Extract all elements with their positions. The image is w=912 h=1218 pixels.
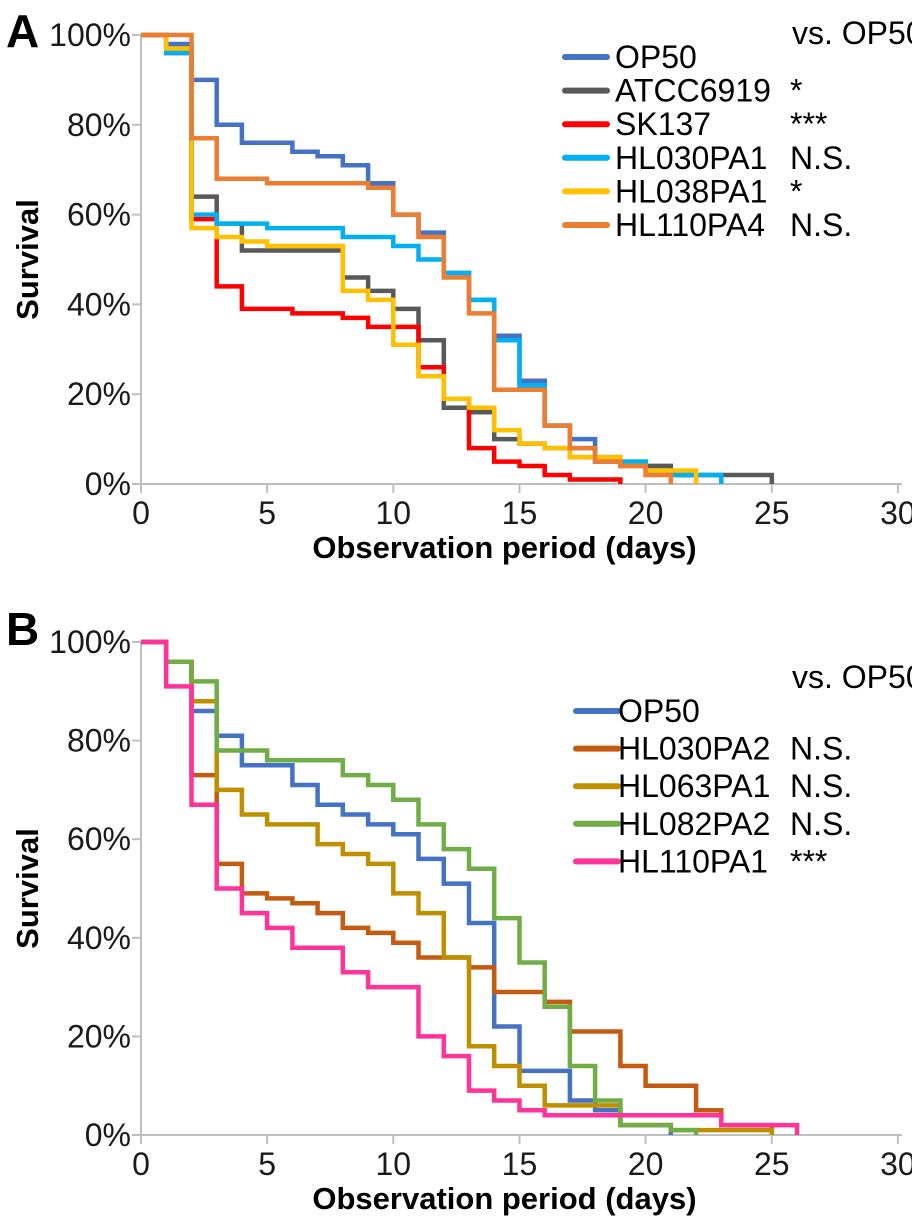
legend-significance-HL030PA2: N.S.	[790, 731, 852, 767]
legend-label-HL110PA4: HL110PA4	[615, 207, 765, 243]
legend-label-ATCC6919: ATCC6919	[615, 73, 771, 109]
legend-vs-header: vs. OP50	[792, 659, 912, 695]
legend-label-OP50: OP50	[618, 693, 700, 729]
legend-significance-HL063PA1: N.S.	[790, 768, 852, 804]
y-tick-label: 0%	[85, 466, 131, 502]
legend-label-SK137: SK137	[615, 106, 711, 142]
series-HL038PA1-curve	[141, 32, 699, 484]
x-tick-label: 30	[880, 495, 912, 531]
x-tick-label: 5	[258, 1146, 276, 1182]
x-axis-title: Observation period (days)	[312, 1181, 696, 1216]
x-axis-title: Observation period (days)	[312, 530, 696, 565]
legend-label-HL038PA1: HL038PA1	[615, 173, 767, 209]
legend-significance-HL038PA1: *	[790, 173, 802, 209]
y-tick-label: 80%	[67, 107, 131, 143]
x-tick-label: 0	[132, 1146, 150, 1182]
y-tick-label: 60%	[67, 821, 131, 857]
legend-significance-HL030PA1: N.S.	[790, 140, 852, 176]
legend-significance-SK137: ***	[790, 106, 827, 142]
legend-label-OP50: OP50	[615, 39, 697, 75]
panel-A: 0 5 10 15 20 25 30 0% 20% 40% 60% 80% 100% Observatio…	[10, 15, 912, 565]
legend-label-HL030PA1: HL030PA1	[615, 140, 767, 176]
legend-significance-HL110PA4: N.S.	[790, 207, 852, 243]
series-SK137-curve	[141, 32, 623, 484]
series-HL082PA2-curve	[141, 639, 699, 1135]
y-tick-label: 40%	[67, 920, 131, 956]
legend-significance-HL110PA1: ***	[790, 843, 827, 879]
y-tick-label: 20%	[67, 1018, 131, 1054]
y-tick-label: 20%	[67, 376, 131, 412]
x-tick-label: 15	[502, 1146, 538, 1182]
legend-significance-ATCC6919: *	[790, 73, 802, 109]
x-tick-label: 20	[628, 495, 664, 531]
legend-label-HL082PA2: HL082PA2	[618, 806, 770, 842]
y-tick-label: 100%	[49, 17, 131, 53]
panel-a-letter: A	[6, 5, 40, 57]
series-HL110PA1-curve	[141, 639, 800, 1135]
y-axis-title: Survival	[10, 199, 45, 320]
series-HL110PA4-curve	[141, 32, 674, 484]
y-tick-label: 80%	[67, 723, 131, 759]
legend-label-HL063PA1: HL063PA1	[618, 768, 770, 804]
series-HL030PA2-curve	[141, 639, 775, 1135]
x-tick-label: 10	[376, 1146, 412, 1182]
series-HL063PA1-curve	[141, 639, 775, 1135]
x-tick-label: 5	[258, 495, 276, 531]
y-tick-label: 0%	[85, 1117, 131, 1153]
x-tick-label: 15	[502, 495, 538, 531]
legend-significance-HL082PA2: N.S.	[790, 806, 852, 842]
x-tick-label: 20	[628, 1146, 664, 1182]
y-axis-title: Survival	[10, 828, 45, 949]
x-tick-label: 0	[132, 495, 150, 531]
panel-B: 0 5 10 15 20 25 30 0% 20% 40% 60% 80% 100% Observatio…	[10, 624, 912, 1216]
legend-label-HL110PA1: HL110PA1	[618, 843, 768, 879]
panel-b-letter: B	[6, 603, 40, 655]
y-tick-label: 100%	[49, 624, 131, 660]
legend-label-HL030PA2: HL030PA2	[618, 731, 770, 767]
x-tick-label: 30	[880, 1146, 912, 1182]
x-tick-label: 10	[376, 495, 412, 531]
y-tick-label: 60%	[67, 197, 131, 233]
y-tick-label: 40%	[67, 286, 131, 322]
legend-vs-header: vs. OP50	[792, 15, 912, 51]
x-tick-label: 25	[754, 1146, 790, 1182]
x-tick-label: 25	[754, 495, 790, 531]
